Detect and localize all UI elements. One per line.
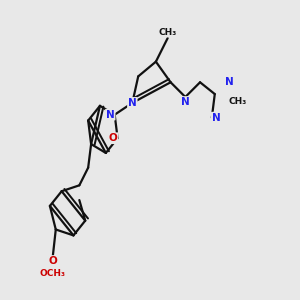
Text: N: N — [181, 97, 190, 107]
Text: N: N — [225, 77, 234, 87]
Text: N: N — [106, 110, 115, 120]
Text: N: N — [128, 98, 137, 108]
Text: O: O — [49, 256, 57, 266]
Text: O: O — [109, 133, 118, 143]
Text: CH₃: CH₃ — [228, 97, 246, 106]
Text: N: N — [212, 112, 220, 123]
Text: CH₃: CH₃ — [158, 28, 177, 37]
Text: OCH₃: OCH₃ — [40, 269, 66, 278]
